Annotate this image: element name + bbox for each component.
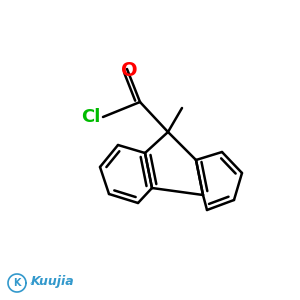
Text: Kuujia: Kuujia [31,275,75,289]
Text: °: ° [29,283,32,289]
Text: O: O [121,61,137,80]
Text: Cl: Cl [81,108,100,126]
Text: K: K [13,278,21,288]
